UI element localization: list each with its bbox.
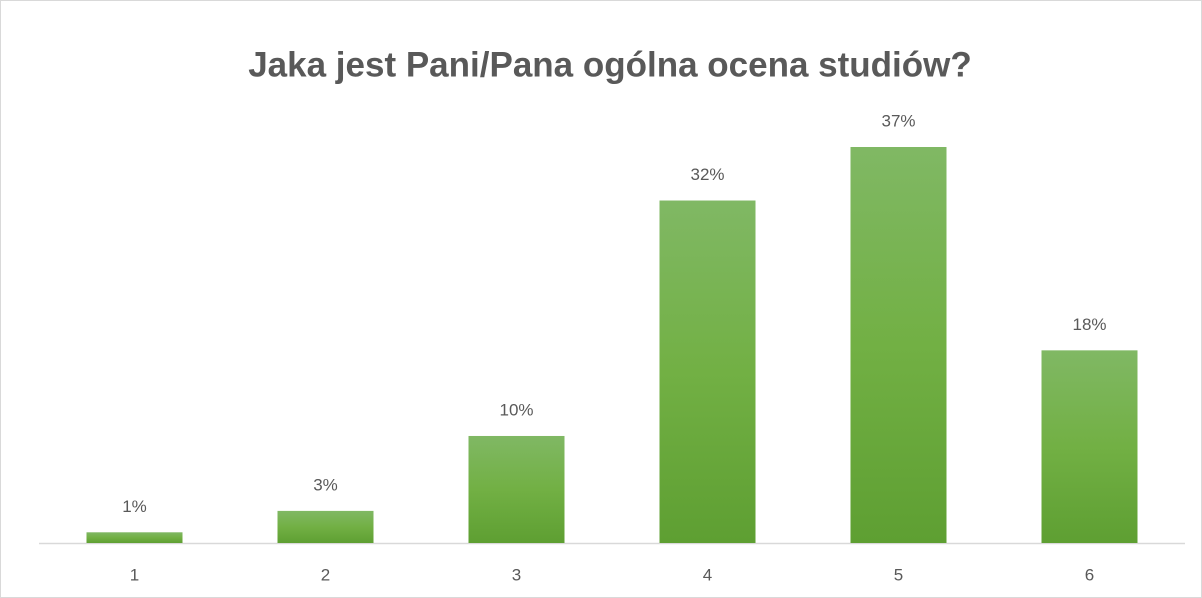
x-tick-label: 6 bbox=[1085, 565, 1094, 584]
bar bbox=[659, 200, 756, 543]
x-tick-label: 3 bbox=[512, 565, 521, 584]
bar bbox=[850, 147, 947, 543]
data-label: 37% bbox=[881, 111, 915, 130]
chart-title: Jaka jest Pani/Pana ogólna ocena studiów… bbox=[248, 45, 972, 84]
data-label: 10% bbox=[499, 400, 533, 419]
bar bbox=[277, 510, 374, 543]
x-tick-label: 4 bbox=[703, 565, 712, 584]
bar bbox=[86, 532, 183, 543]
data-label: 3% bbox=[313, 475, 338, 494]
data-label: 32% bbox=[690, 165, 724, 184]
bar bbox=[1041, 350, 1138, 543]
data-label: 1% bbox=[122, 497, 147, 516]
x-tick-label: 1 bbox=[130, 565, 139, 584]
x-tick-label: 2 bbox=[321, 565, 330, 584]
data-label: 18% bbox=[1072, 315, 1106, 334]
x-tick-label: 5 bbox=[894, 565, 903, 584]
bar bbox=[468, 435, 565, 543]
